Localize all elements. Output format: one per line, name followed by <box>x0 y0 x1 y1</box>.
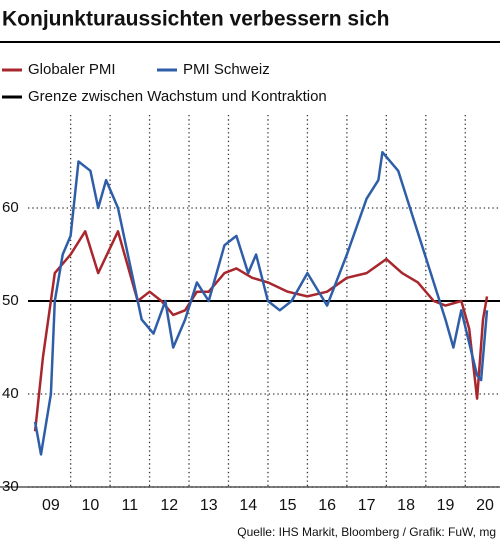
y-tick-label: 30 <box>2 478 19 495</box>
x-tick-label: 13 <box>200 497 218 514</box>
series-line <box>33 230 489 432</box>
chart-title: Konjunkturaussichten verbessern sich <box>2 8 389 31</box>
y-tick-label: 50 <box>2 292 19 309</box>
x-tick-label: 14 <box>239 497 257 514</box>
y-tick-label: 40 <box>2 385 19 402</box>
x-tick-label: 16 <box>318 497 336 514</box>
x-tick-label: 15 <box>279 497 297 514</box>
x-tick-label: 19 <box>437 497 455 514</box>
x-tick-label: 11 <box>122 497 139 514</box>
x-tick-label: 18 <box>397 497 415 514</box>
source: Quelle: IHS Markit, Bloomberg / Grafik: … <box>237 525 496 539</box>
legend-label: Grenze zwischen Wachstum und Kontraktion <box>28 88 327 105</box>
series-line <box>33 150 489 456</box>
x-tick-label: 09 <box>42 497 60 514</box>
y-tick-label: 60 <box>2 199 19 216</box>
legend-label: Globaler PMI <box>28 61 116 78</box>
x-tick-label: 20 <box>476 497 494 514</box>
x-tick-label: 10 <box>81 497 99 514</box>
legend-label: PMI Schweiz <box>183 61 270 78</box>
legend: Globaler PMI PMI Schweiz Grenze zwischen W… <box>2 61 327 105</box>
x-tick-label: 17 <box>358 497 376 514</box>
x-tick-label: 12 <box>160 497 178 514</box>
